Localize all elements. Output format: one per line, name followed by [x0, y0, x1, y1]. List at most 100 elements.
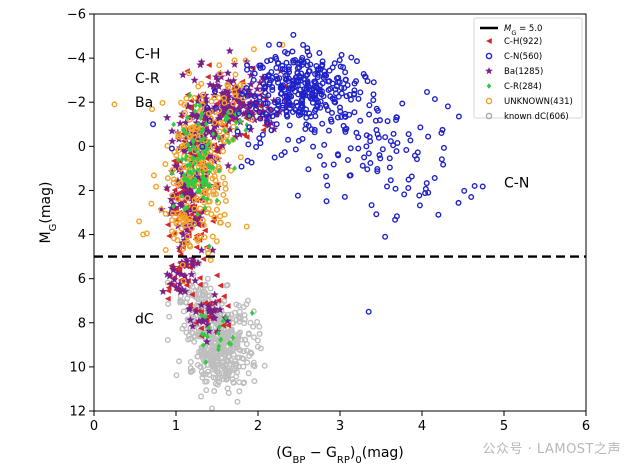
- data-point: [198, 368, 205, 375]
- data-point: [181, 240, 188, 247]
- y-tick-label: 2: [78, 184, 86, 199]
- data-point: [405, 176, 412, 183]
- data-point: [170, 210, 177, 217]
- data-point: [273, 111, 280, 118]
- data-point: [198, 97, 205, 104]
- data-point: [220, 376, 227, 383]
- data-point: [323, 173, 330, 180]
- data-point: [180, 308, 187, 315]
- data-point: [247, 319, 254, 326]
- data-point: [199, 143, 206, 150]
- data-point: [305, 122, 312, 129]
- data-point: [223, 113, 229, 120]
- legend-box: [473, 17, 583, 119]
- data-point: [187, 92, 193, 99]
- data-point: [179, 230, 188, 239]
- data-point: [199, 91, 206, 98]
- data-point: [175, 181, 182, 188]
- data-point: [209, 366, 216, 373]
- data-point: [268, 107, 275, 114]
- data-point: [176, 133, 183, 140]
- data-point: [216, 324, 222, 331]
- data-point: [269, 86, 276, 93]
- data-point: [184, 233, 191, 240]
- data-point: [205, 334, 211, 340]
- data-point: [170, 275, 179, 284]
- data-point: [232, 165, 238, 172]
- data-point: [168, 145, 175, 152]
- data-point: [366, 111, 373, 118]
- data-point: [431, 174, 438, 181]
- legend-swatch: [485, 97, 493, 105]
- data-point: [353, 58, 360, 65]
- data-point: [222, 180, 229, 187]
- data-point: [231, 57, 238, 64]
- data-point: [287, 85, 294, 92]
- data-point: [159, 99, 166, 106]
- y-tick-label: −2: [67, 96, 86, 111]
- data-point: [279, 102, 286, 109]
- data-point: [181, 101, 188, 108]
- data-point: [230, 379, 237, 386]
- data-point: [260, 100, 267, 107]
- data-point: [202, 299, 209, 306]
- x-tick-label: 0: [90, 419, 98, 434]
- data-point: [295, 112, 302, 119]
- data-point: [374, 168, 381, 175]
- data-point: [199, 129, 204, 136]
- data-point: [231, 89, 238, 96]
- data-point: [238, 163, 245, 170]
- data-point: [259, 131, 266, 138]
- data-point: [376, 152, 383, 159]
- data-point: [245, 141, 252, 148]
- data-point: [197, 245, 206, 254]
- data-point: [190, 137, 196, 143]
- data-point: [173, 220, 180, 227]
- data-point: [198, 137, 204, 144]
- data-point: [182, 109, 189, 116]
- data-point: [323, 198, 330, 205]
- data-point: [164, 295, 171, 302]
- data-point: [224, 303, 231, 309]
- data-point: [316, 153, 323, 160]
- data-point: [210, 290, 219, 299]
- data-point: [186, 289, 193, 296]
- data-point: [216, 134, 222, 141]
- data-point: [190, 75, 199, 84]
- watermark-text: 公众号 · LAMOST之声: [482, 442, 621, 457]
- data-point: [244, 92, 251, 99]
- legend-swatch: [485, 52, 493, 60]
- data-point: [195, 211, 201, 218]
- data-point: [195, 83, 202, 90]
- data-point: [176, 156, 181, 163]
- data-point: [224, 332, 231, 339]
- data-point: [323, 103, 330, 110]
- data-point: [209, 405, 216, 412]
- data-point: [196, 150, 202, 157]
- data-point: [203, 155, 210, 162]
- data-point: [319, 120, 326, 127]
- data-point: [364, 78, 371, 85]
- data-point: [455, 113, 462, 120]
- data-point: [241, 337, 248, 344]
- data-point: [164, 336, 171, 343]
- data-point: [278, 90, 285, 97]
- data-point: [294, 192, 301, 199]
- data-point: [461, 187, 468, 194]
- data-point: [261, 362, 268, 369]
- data-point: [278, 83, 285, 90]
- data-point: [290, 31, 297, 38]
- data-point: [193, 235, 200, 242]
- data-point: [216, 330, 221, 337]
- data-point: [192, 108, 198, 115]
- data-point: [252, 99, 259, 106]
- data-point: [230, 136, 236, 143]
- data-point: [306, 68, 313, 75]
- data-point: [193, 258, 203, 267]
- data-point: [257, 115, 264, 122]
- data-point: [355, 95, 362, 102]
- data-point: [219, 322, 226, 329]
- series-c-r-284: [169, 92, 255, 366]
- data-point: [353, 78, 360, 85]
- data-point: [401, 191, 408, 198]
